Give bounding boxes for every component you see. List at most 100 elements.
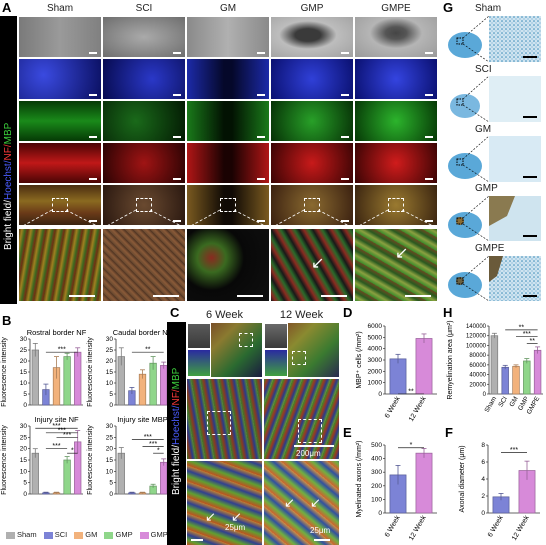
y-tick-label: 0 xyxy=(109,491,113,498)
y-tick-label: 3000 xyxy=(368,357,383,364)
y-tick-label: 5 xyxy=(23,391,27,398)
col-title-sham: Sham xyxy=(46,3,74,14)
legend: Sham SCI GM GMP GMPE xyxy=(6,530,178,539)
micrograph-bf-gmpe xyxy=(355,17,437,57)
y-tick-label: 30 xyxy=(20,423,28,430)
y-tick-label: 0 xyxy=(481,510,485,517)
legend-chip-gmp xyxy=(104,531,114,539)
c-overview-6week xyxy=(187,323,262,377)
zoom-box-sci xyxy=(136,198,152,212)
g-label-gmpe: GMPE xyxy=(475,243,505,254)
legend-chip-sci xyxy=(43,531,53,539)
micrograph-mbp-gmp xyxy=(271,101,353,141)
bar-gmpe xyxy=(160,365,168,406)
chart-d: 0 1000 2000 3000 4000 5000 6000 MBP⁺ cells (/mm… xyxy=(356,323,437,422)
zoom-box-gm xyxy=(220,198,236,212)
col-title-sci: SCI xyxy=(135,3,153,14)
micrograph-mbp-gmpe xyxy=(355,101,437,141)
y-tick-label: 10 xyxy=(20,468,28,475)
col-title-gmpe: GMPE xyxy=(381,3,411,14)
y-tick-label: 400 xyxy=(371,456,382,463)
sig-label: ** xyxy=(519,324,525,331)
y-tick-label: 20 xyxy=(20,446,28,453)
magnified-g-gm xyxy=(489,136,541,182)
sig-label: *** xyxy=(149,441,157,448)
micrograph-hoechst-gm xyxy=(187,59,269,99)
panel-label-g: G xyxy=(443,0,454,15)
y-tick-label: 10 xyxy=(106,380,114,387)
micrograph-nf-sham xyxy=(19,143,101,183)
legend-chip-gmpe xyxy=(139,531,149,539)
x-tick-label: 6 Week xyxy=(384,395,402,419)
c-overview-12week xyxy=(264,323,339,377)
c-mid-12week: 200μm xyxy=(264,379,339,459)
y-tick-label: 30 xyxy=(20,336,28,343)
panel-a-side-bar xyxy=(0,16,17,304)
bar-sham xyxy=(31,452,39,495)
c-zoom-box-6week xyxy=(239,333,253,347)
micrograph-merge-gmpe xyxy=(355,185,437,225)
panel-label-d: D xyxy=(343,305,353,320)
zoom-connectors xyxy=(18,209,438,229)
sig-label: *** xyxy=(52,423,60,430)
y-tick-label: 5 xyxy=(109,391,113,398)
c-scale-25-left: 25μm xyxy=(225,523,246,532)
bar-gmp xyxy=(63,459,71,495)
g-label-sham: Sham xyxy=(475,3,502,14)
y-tick-label: 4000 xyxy=(368,346,383,353)
micrograph-mbp-sham xyxy=(19,101,101,141)
micrograph-nf-gmpe xyxy=(355,143,437,183)
y-tick-label: 25 xyxy=(20,347,28,354)
x-tick-label: GM xyxy=(508,396,519,409)
bar-gm xyxy=(512,365,520,395)
panel-a: Bright field/Hoechst/NF/MBP Sham SCI GM … xyxy=(0,0,440,305)
sig-label: *** xyxy=(58,347,66,354)
zoom-box-gmpe xyxy=(388,198,404,212)
micrograph-nf-gmp xyxy=(271,143,353,183)
y-tick-label: 0 xyxy=(109,402,113,409)
magnified-gm xyxy=(187,229,269,301)
bar-sci xyxy=(501,366,509,395)
y-tick-label: 8 xyxy=(481,442,485,449)
legend-item-gmpe: GMPE xyxy=(139,530,173,539)
sig-label: * xyxy=(410,442,413,449)
chart-b3: Injury site NF 0 5 10 15 20 25 30 Fluorescence i… xyxy=(1,415,83,498)
magnified-sci xyxy=(103,229,185,301)
panel-g: Sham SCI GM GMP GMPE xyxy=(445,0,545,305)
arrow-icon: ↙ xyxy=(395,245,409,262)
x-tick-label: 6 Week xyxy=(384,514,402,538)
sig-label: ** xyxy=(408,388,414,395)
c-scale-200: 200μm xyxy=(296,449,321,458)
chart-title: Caudal border NF xyxy=(113,328,172,337)
y-tick-label: 20 xyxy=(106,446,114,453)
arrow-icon: ↙ xyxy=(284,495,295,510)
micrograph-bf-sham xyxy=(19,17,101,57)
c-mid-6week xyxy=(187,379,262,459)
magnified-gmpe: ↙ xyxy=(355,229,437,301)
y-tick-label: 5 xyxy=(23,480,27,487)
y-tick-label: 15 xyxy=(106,457,114,464)
y-tick-label: 0 xyxy=(378,391,382,398)
c-bottom-12week: ↙ ↙ 25μm xyxy=(264,461,339,545)
magnified-sham xyxy=(19,229,101,301)
sig-label: *** xyxy=(523,331,531,338)
micrograph-nf-gm xyxy=(187,143,269,183)
micrograph-bf-gm xyxy=(187,17,269,57)
y-tick-label: 30 xyxy=(106,336,114,343)
y-tick-label: 80000 xyxy=(469,353,486,359)
legend-item-sci: SCI xyxy=(43,530,67,539)
y-axis-label: Fluorescence intensity xyxy=(87,425,94,495)
y-tick-label: 5000 xyxy=(368,334,383,341)
section-gm xyxy=(448,153,482,179)
y-tick-label: 60000 xyxy=(469,363,486,369)
micrograph-nf-sci xyxy=(103,143,185,183)
c-zoom-box-12week xyxy=(292,351,306,365)
panel-label-e: E xyxy=(343,425,352,440)
arrow-icon: ↙ xyxy=(205,509,216,524)
col-title-gm: GM xyxy=(219,3,237,14)
panel-label-f: F xyxy=(445,425,453,440)
y-axis-label: Myelinated axons (/mm²) xyxy=(356,440,363,517)
bar-gm xyxy=(138,373,147,406)
chart-title: Injury site NF xyxy=(34,415,79,424)
legend-chip-gm xyxy=(74,531,84,539)
